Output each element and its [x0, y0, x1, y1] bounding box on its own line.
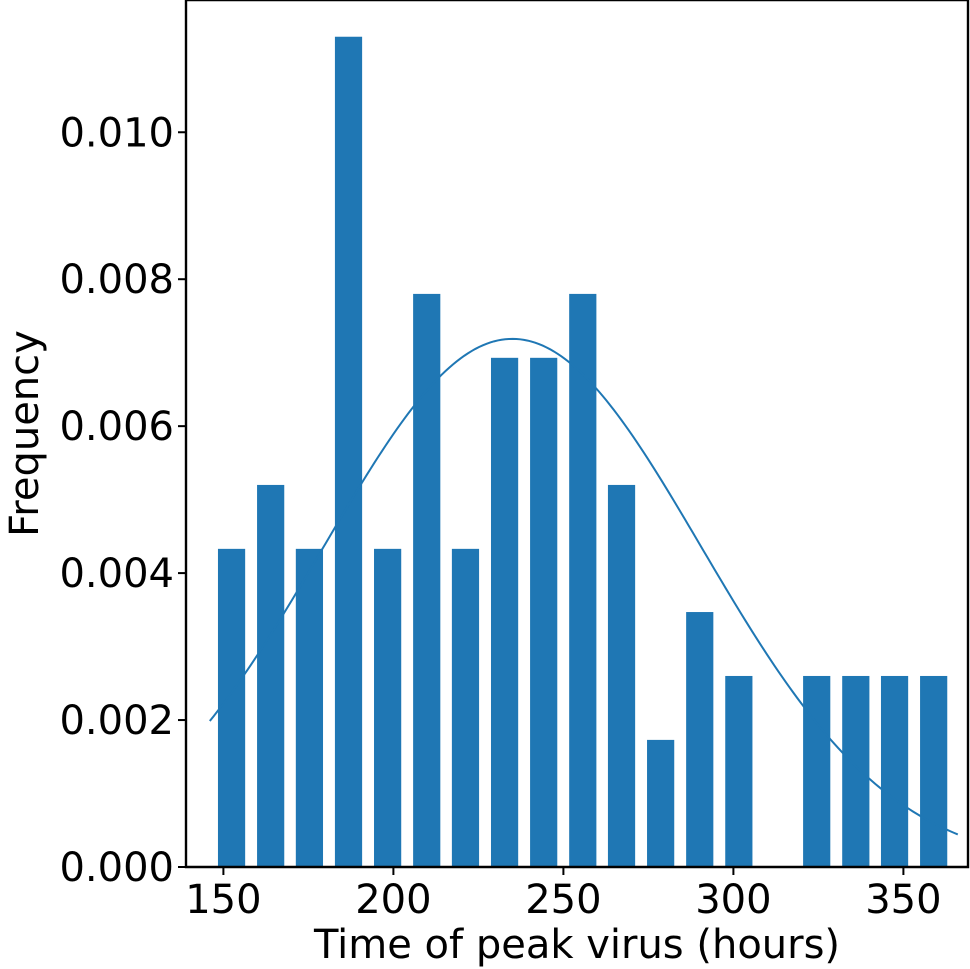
axis-frame — [184, 0, 970, 869]
bar-12 — [686, 612, 714, 867]
x-tick-label: 150 — [185, 877, 261, 923]
y-tick-label: 0.002 — [59, 698, 174, 744]
y-axis-ticks: 0.000 0.002 0.004 0.006 0.008 0.010 — [59, 110, 186, 891]
y-tick-label: 0.006 — [59, 404, 174, 450]
x-tick-label: 300 — [695, 877, 771, 923]
x-tick-label: 350 — [865, 877, 941, 923]
bar-18 — [920, 675, 948, 867]
y-tick-label: 0.010 — [59, 110, 174, 156]
bar-15 — [803, 675, 831, 867]
bar-13 — [725, 675, 753, 867]
bar-3 — [334, 36, 363, 867]
x-tick-label: 200 — [355, 877, 431, 923]
y-tick-label: 0.008 — [59, 257, 174, 303]
y-tick-label: 0.004 — [59, 551, 174, 597]
y-tick-label: 0.000 — [59, 845, 174, 891]
x-tick-label: 250 — [525, 877, 601, 923]
bar-0 — [217, 548, 246, 867]
x-axis-label: Time of peak virus (hours) — [313, 922, 840, 968]
axes: 150 200 250 300 350 0.0000.0020.0040.0060.00… — [59, 0, 970, 923]
bar-8 — [530, 357, 558, 867]
bar-6 — [451, 548, 480, 867]
bar-11 — [647, 739, 675, 867]
bar-1 — [257, 484, 285, 867]
y-axis-label: Frequency — [2, 330, 48, 537]
bar-17 — [880, 675, 909, 867]
x-axis-ticks: 150 200 250 300 350 — [185, 867, 942, 923]
bar-7 — [490, 357, 519, 867]
bars — [217, 36, 948, 867]
bar-9 — [569, 293, 597, 867]
bar-10 — [607, 484, 636, 867]
bar-4 — [374, 548, 402, 867]
bar-16 — [842, 675, 870, 867]
bar-2 — [295, 548, 324, 867]
fit-curve-line — [209, 337, 959, 836]
